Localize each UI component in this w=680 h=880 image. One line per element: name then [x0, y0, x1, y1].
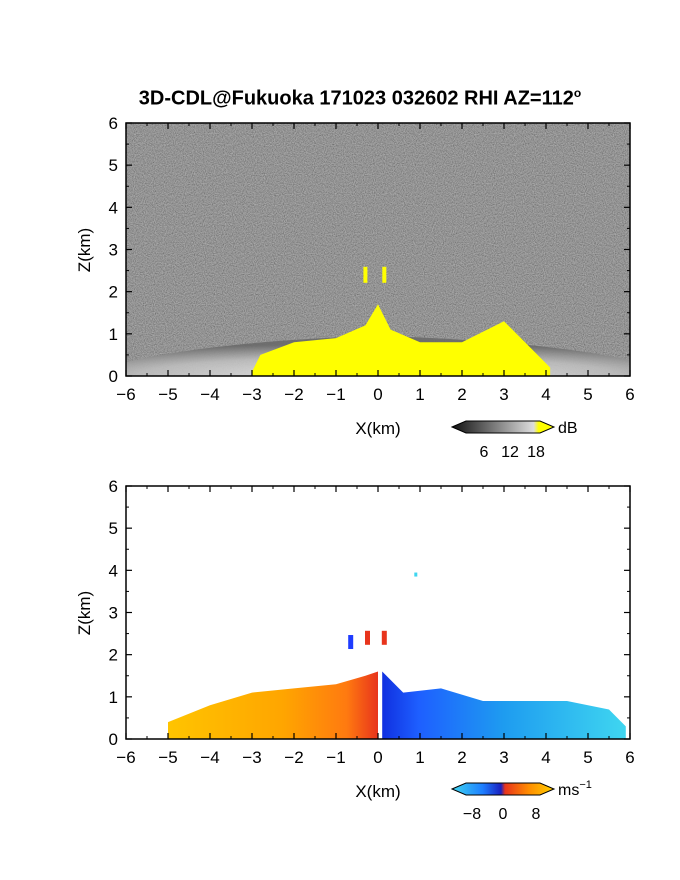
ytick-label-top: 2 [109, 283, 118, 302]
isolated-velocity-echo [414, 572, 418, 577]
reflectivity-axes: −6 −5 −4 −3 −2 −1 0 1 2 3 4 5 6 0 1 2 3 4 5 6 [109, 114, 635, 404]
xtick-label-bottom: −6 [116, 748, 135, 767]
xtick-label-top: 4 [541, 385, 550, 404]
ytick-label-bottom: 5 [109, 519, 118, 538]
reflectivity-colorbar: dB 6 12 18 [450, 420, 578, 461]
ytick-label-top: 6 [109, 114, 118, 133]
isolated-echo [382, 266, 387, 283]
colorbar-tick-db: 18 [527, 444, 545, 461]
xtick-label-top: −6 [116, 385, 135, 404]
xtick-label-top: −4 [200, 385, 219, 404]
xtick-label-bottom: 3 [499, 748, 508, 767]
colorbar-tick-db: 12 [501, 444, 519, 461]
xtick-label-top: −5 [158, 385, 177, 404]
colorbar-unit-db: dB [558, 420, 578, 437]
xtick-label-top: 5 [583, 385, 592, 404]
ylabel-bottom: Z(km) [75, 591, 94, 635]
figure-title: 3D-CDL@Fukuoka 171023 032602 RHI AZ=112o [0, 86, 680, 111]
xlabel-top: X(km) [355, 419, 400, 438]
negative-velocity-region [382, 671, 626, 739]
strong-echo-region [252, 304, 551, 376]
velocity-axes: −6 −5 −4 −3 −2 −1 0 1 2 3 4 5 6 0 1 2 3 4 5 6 [109, 477, 635, 767]
ytick-label-bottom: 4 [109, 561, 118, 580]
isolated-echo [363, 266, 368, 283]
xtick-label-top: −2 [284, 385, 303, 404]
ytick-label-bottom: 0 [109, 730, 118, 749]
ytick-label-bottom: 1 [109, 688, 118, 707]
isolated-velocity-echo [365, 630, 370, 645]
xtick-label-bottom: 6 [625, 748, 634, 767]
isolated-velocity-echo [348, 635, 354, 650]
ytick-label-top: 1 [109, 325, 118, 344]
ylabel-top: Z(km) [75, 228, 94, 272]
xtick-label-top: −1 [326, 385, 345, 404]
xtick-label-top: 1 [415, 385, 424, 404]
ytick-label-bottom: 2 [109, 646, 118, 665]
positive-velocity-region [168, 671, 378, 739]
xtick-label-bottom: −4 [200, 748, 219, 767]
xtick-label-bottom: 4 [541, 748, 550, 767]
xtick-label-bottom: −3 [242, 748, 261, 767]
xtick-label-bottom: 2 [457, 748, 466, 767]
unit-ms-text: ms [558, 782, 579, 799]
colorbar-tick-ms: 8 [532, 806, 541, 823]
colorbar-tick-ms: −8 [463, 806, 481, 823]
colorbar-velocity [450, 782, 556, 796]
colorbar-tick-ms: 0 [499, 806, 508, 823]
colorbar-tick-db: 6 [480, 444, 489, 461]
xtick-label-top: 3 [499, 385, 508, 404]
xtick-label-bottom: 1 [415, 748, 424, 767]
xtick-label-bottom: 0 [373, 748, 382, 767]
velocity-colorbar: ms−1 −8 0 8 [450, 779, 592, 823]
xtick-label-top: 0 [373, 385, 382, 404]
isolated-echoes-top [363, 266, 387, 283]
xtick-label-bottom: −2 [284, 748, 303, 767]
xtick-label-top: −3 [242, 385, 261, 404]
colorbar-ticks-top: 6 12 18 [480, 444, 545, 461]
degree-superscript: o [573, 86, 582, 100]
isolated-echoes-bottom [348, 572, 418, 650]
unit-exponent: −1 [579, 779, 592, 791]
ytick-label-bottom: 3 [109, 604, 118, 623]
xtick-label-top: 6 [625, 385, 634, 404]
figure-title-text: 3D-CDL@Fukuoka 171023 032602 RHI AZ=112 [138, 87, 574, 110]
ytick-label-top: 0 [109, 367, 118, 386]
isolated-velocity-echo [381, 630, 387, 645]
xtick-label-bottom: −5 [158, 748, 177, 767]
xtick-label-top: 2 [457, 385, 466, 404]
ytick-label-top: 4 [109, 198, 118, 217]
velocity-panel [126, 486, 630, 739]
xlabel-bottom: X(km) [355, 782, 400, 801]
colorbar-ticks-bottom: −8 0 8 [463, 806, 541, 823]
reflectivity-panel [126, 123, 630, 376]
xtick-label-bottom: 5 [583, 748, 592, 767]
ytick-label-bottom: 6 [109, 477, 118, 496]
ytick-label-top: 3 [109, 241, 118, 260]
xtick-label-bottom: −1 [326, 748, 345, 767]
ytick-label-top: 5 [109, 156, 118, 175]
colorbar-gray [450, 420, 556, 434]
colorbar-unit-ms: ms−1 [558, 779, 592, 799]
